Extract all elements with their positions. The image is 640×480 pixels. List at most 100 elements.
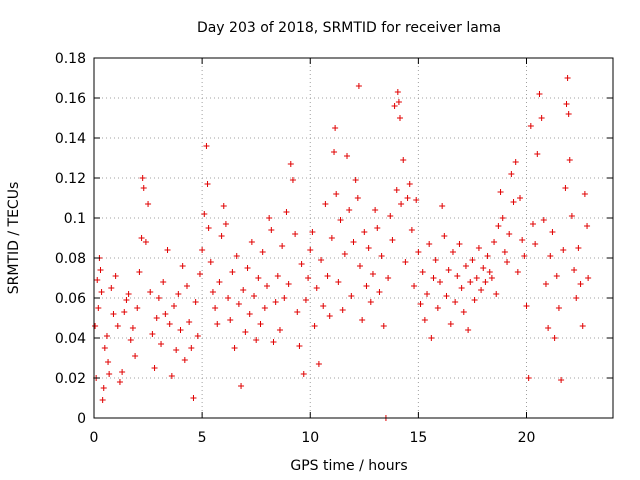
data-point <box>499 215 506 221</box>
data-point <box>337 217 344 223</box>
data-point <box>242 329 249 335</box>
data-point <box>359 317 366 323</box>
data-point <box>369 271 376 277</box>
data-point <box>437 279 443 285</box>
data-point <box>164 247 171 253</box>
data-point <box>536 91 543 97</box>
data-point <box>257 321 264 327</box>
data-point <box>577 281 584 287</box>
data-point <box>504 259 511 265</box>
data-point <box>558 377 565 383</box>
data-point <box>545 325 552 331</box>
data-point <box>326 313 333 319</box>
data-point <box>404 195 411 201</box>
data-point <box>127 337 134 343</box>
data-point <box>564 75 571 81</box>
data-point <box>426 241 433 247</box>
data-point <box>555 305 562 311</box>
data-point <box>209 289 216 295</box>
data-point <box>389 237 396 243</box>
data-point <box>501 249 508 255</box>
y-tick-label: 0.1 <box>64 211 86 227</box>
y-tick-label: 0.14 <box>55 131 86 147</box>
data-point <box>406 181 413 187</box>
data-point <box>279 243 286 249</box>
data-point <box>151 365 158 371</box>
data-point <box>155 295 162 301</box>
data-point <box>573 295 580 301</box>
data-point <box>123 297 130 303</box>
data-point <box>335 279 342 285</box>
data-point <box>395 99 402 105</box>
data-point <box>460 309 467 315</box>
data-point <box>542 281 549 287</box>
data-point <box>486 269 493 275</box>
data-point <box>355 83 362 89</box>
data-point <box>233 253 240 259</box>
plot-frame <box>93 57 614 419</box>
data-point <box>253 337 260 343</box>
data-point <box>264 283 270 289</box>
y-tick-label: 0.16 <box>55 91 86 107</box>
data-point <box>194 333 201 339</box>
data-point <box>328 235 335 241</box>
data-point <box>94 277 101 283</box>
data-point <box>225 295 232 301</box>
data-point <box>491 239 498 245</box>
data-point <box>478 287 485 293</box>
data-point <box>465 327 472 333</box>
data-point <box>309 229 316 235</box>
data-point <box>132 353 139 359</box>
data-point <box>456 241 463 247</box>
data-point <box>259 249 266 255</box>
data-point <box>114 323 121 329</box>
data-point <box>171 303 178 309</box>
data-point <box>315 361 322 367</box>
data-point <box>473 275 480 281</box>
data-point <box>238 383 245 389</box>
data-point <box>196 271 203 277</box>
data-point <box>430 275 437 281</box>
data-point <box>439 203 446 209</box>
data-point <box>510 199 517 205</box>
grid-lines <box>94 58 613 418</box>
data-point <box>214 321 221 327</box>
data-point <box>411 283 418 289</box>
data-point <box>270 339 277 345</box>
data-point <box>346 207 353 213</box>
data-point <box>276 327 283 333</box>
data-point <box>553 273 560 279</box>
data-point <box>398 201 405 207</box>
data-point <box>443 293 450 299</box>
data-point <box>246 311 253 317</box>
data-point <box>179 263 186 269</box>
data-point <box>332 125 339 131</box>
data-point <box>266 215 273 221</box>
data-point <box>445 267 452 273</box>
data-point <box>205 225 212 231</box>
data-point <box>101 345 108 351</box>
data-point <box>568 213 575 219</box>
data-point <box>365 245 372 251</box>
x-tick-label: 0 <box>90 430 99 446</box>
y-axis-label: SRMTID / TECUs <box>6 182 22 295</box>
data-point <box>173 347 180 353</box>
data-point <box>153 315 160 321</box>
x-tick-label: 20 <box>518 430 536 446</box>
data-point <box>551 335 558 341</box>
data-point <box>441 233 448 239</box>
data-point <box>292 231 299 237</box>
data-point <box>125 291 132 297</box>
data-point <box>175 291 182 297</box>
y-tick-label: 0.06 <box>55 291 86 307</box>
data-point <box>95 305 102 311</box>
data-point <box>162 311 169 317</box>
data-point <box>424 291 431 297</box>
y-tick-label: 0.12 <box>55 171 86 187</box>
data-point <box>138 235 145 241</box>
data-point <box>400 157 407 163</box>
x-tick-label: 5 <box>198 430 207 446</box>
data-point <box>227 317 234 323</box>
data-point <box>493 291 500 297</box>
data-point <box>563 101 570 107</box>
